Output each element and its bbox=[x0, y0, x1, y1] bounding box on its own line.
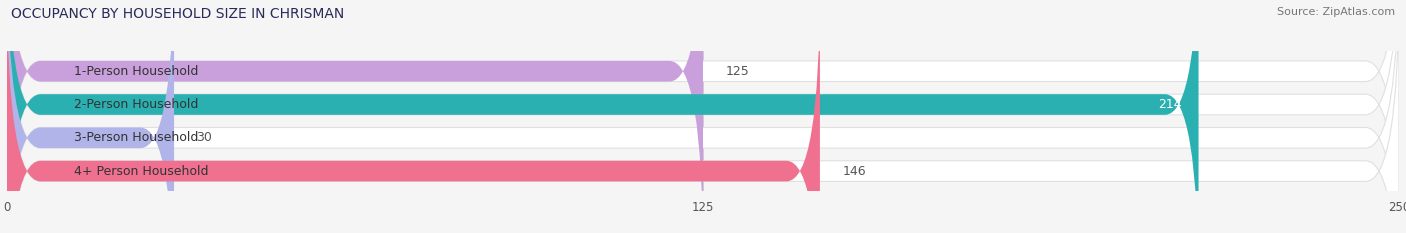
Text: 2-Person Household: 2-Person Household bbox=[75, 98, 198, 111]
Text: 146: 146 bbox=[842, 164, 866, 178]
Text: 4+ Person Household: 4+ Person Household bbox=[75, 164, 208, 178]
Text: 214: 214 bbox=[1159, 98, 1182, 111]
FancyBboxPatch shape bbox=[7, 0, 1399, 233]
FancyBboxPatch shape bbox=[7, 0, 1399, 233]
Text: Source: ZipAtlas.com: Source: ZipAtlas.com bbox=[1277, 7, 1395, 17]
FancyBboxPatch shape bbox=[7, 0, 820, 233]
Text: 30: 30 bbox=[197, 131, 212, 144]
FancyBboxPatch shape bbox=[7, 0, 1399, 233]
Text: 3-Person Household: 3-Person Household bbox=[75, 131, 198, 144]
FancyBboxPatch shape bbox=[7, 0, 174, 233]
Text: 1-Person Household: 1-Person Household bbox=[75, 65, 198, 78]
FancyBboxPatch shape bbox=[7, 0, 1198, 233]
Text: 125: 125 bbox=[725, 65, 749, 78]
FancyBboxPatch shape bbox=[7, 0, 703, 233]
Text: OCCUPANCY BY HOUSEHOLD SIZE IN CHRISMAN: OCCUPANCY BY HOUSEHOLD SIZE IN CHRISMAN bbox=[11, 7, 344, 21]
FancyBboxPatch shape bbox=[7, 0, 1399, 233]
